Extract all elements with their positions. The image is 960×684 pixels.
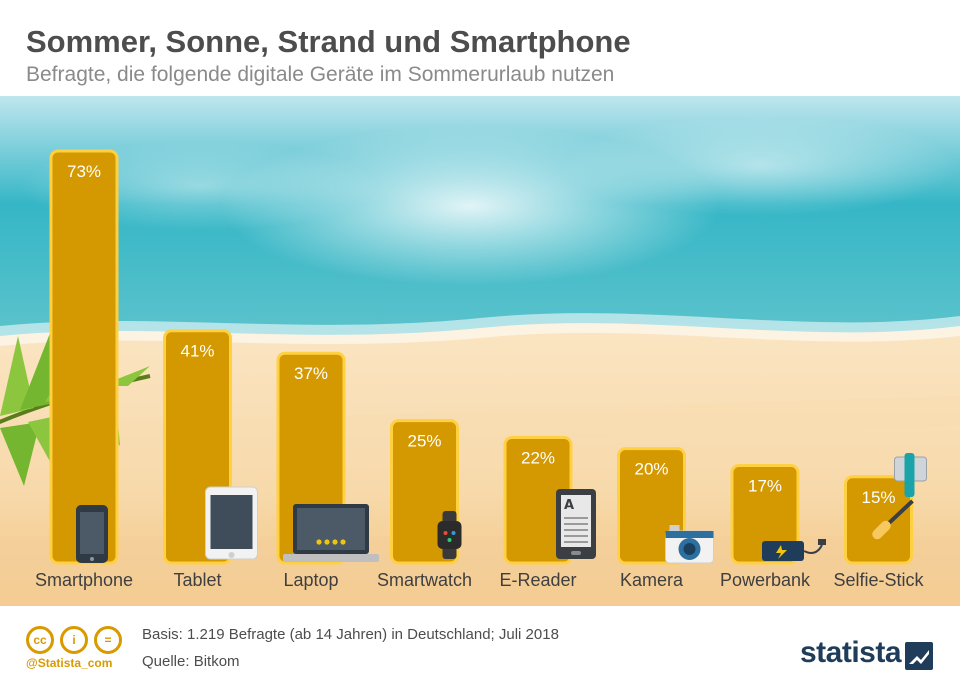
chart-subtitle: Befragte, die folgende digitale Geräte i… <box>26 63 615 86</box>
creative-commons-icon: cc <box>26 626 54 654</box>
value-label: 22% <box>521 448 555 467</box>
value-label: 25% <box>407 432 441 451</box>
chart-title: Sommer, Sonne, Strand und Smartphone <box>26 24 631 59</box>
category-label: Powerbank <box>720 570 811 590</box>
bar-selfie-stick <box>844 475 913 565</box>
smartwatch-icon <box>437 511 462 559</box>
attribution-icon: i <box>60 626 88 654</box>
basis-note: Basis: 1.219 Befragte (ab 14 Jahren) in … <box>142 626 559 643</box>
selfie-stick-icon <box>872 453 927 540</box>
category-label: Tablet <box>173 570 221 590</box>
value-label: 17% <box>748 477 782 496</box>
statista-handle[interactable]: @Statista_com <box>26 656 113 670</box>
bar-smartphone <box>49 149 119 565</box>
footer: cc i = @Statista_com Basis: 1.219 Befrag… <box>0 606 960 684</box>
no-derivatives-icon: = <box>94 626 122 654</box>
smartphone-icon <box>76 505 108 563</box>
tablet-icon <box>205 486 258 560</box>
powerbank-icon <box>762 539 826 561</box>
source-note: Quelle: Bitkom <box>142 653 240 670</box>
beach-background: 73% Smartphone 41% Tablet 37% Laptop 25% Smartw… <box>0 96 960 606</box>
laptop-icon <box>283 504 379 562</box>
svg-text:A: A <box>564 498 574 513</box>
value-label: 41% <box>180 342 214 361</box>
category-label: Smartwatch <box>377 570 472 590</box>
category-label: Selfie-Stick <box>833 570 924 590</box>
statista-logo[interactable]: statista <box>800 636 902 669</box>
value-label: 37% <box>294 364 328 383</box>
bar-powerbank <box>730 464 800 565</box>
value-label: 20% <box>634 460 668 479</box>
e-reader-icon: A <box>556 489 596 559</box>
category-label: E-Reader <box>499 570 576 590</box>
statista-logo-icon <box>905 642 933 670</box>
camera-icon <box>665 525 714 564</box>
bar-chart: 73% Smartphone 41% Tablet 37% Laptop 25% Smartw… <box>35 149 927 590</box>
value-label: 15% <box>861 488 895 507</box>
category-label: Kamera <box>620 570 684 590</box>
category-label: Laptop <box>283 570 338 590</box>
value-label: 73% <box>67 162 101 181</box>
category-label: Smartphone <box>35 570 133 590</box>
